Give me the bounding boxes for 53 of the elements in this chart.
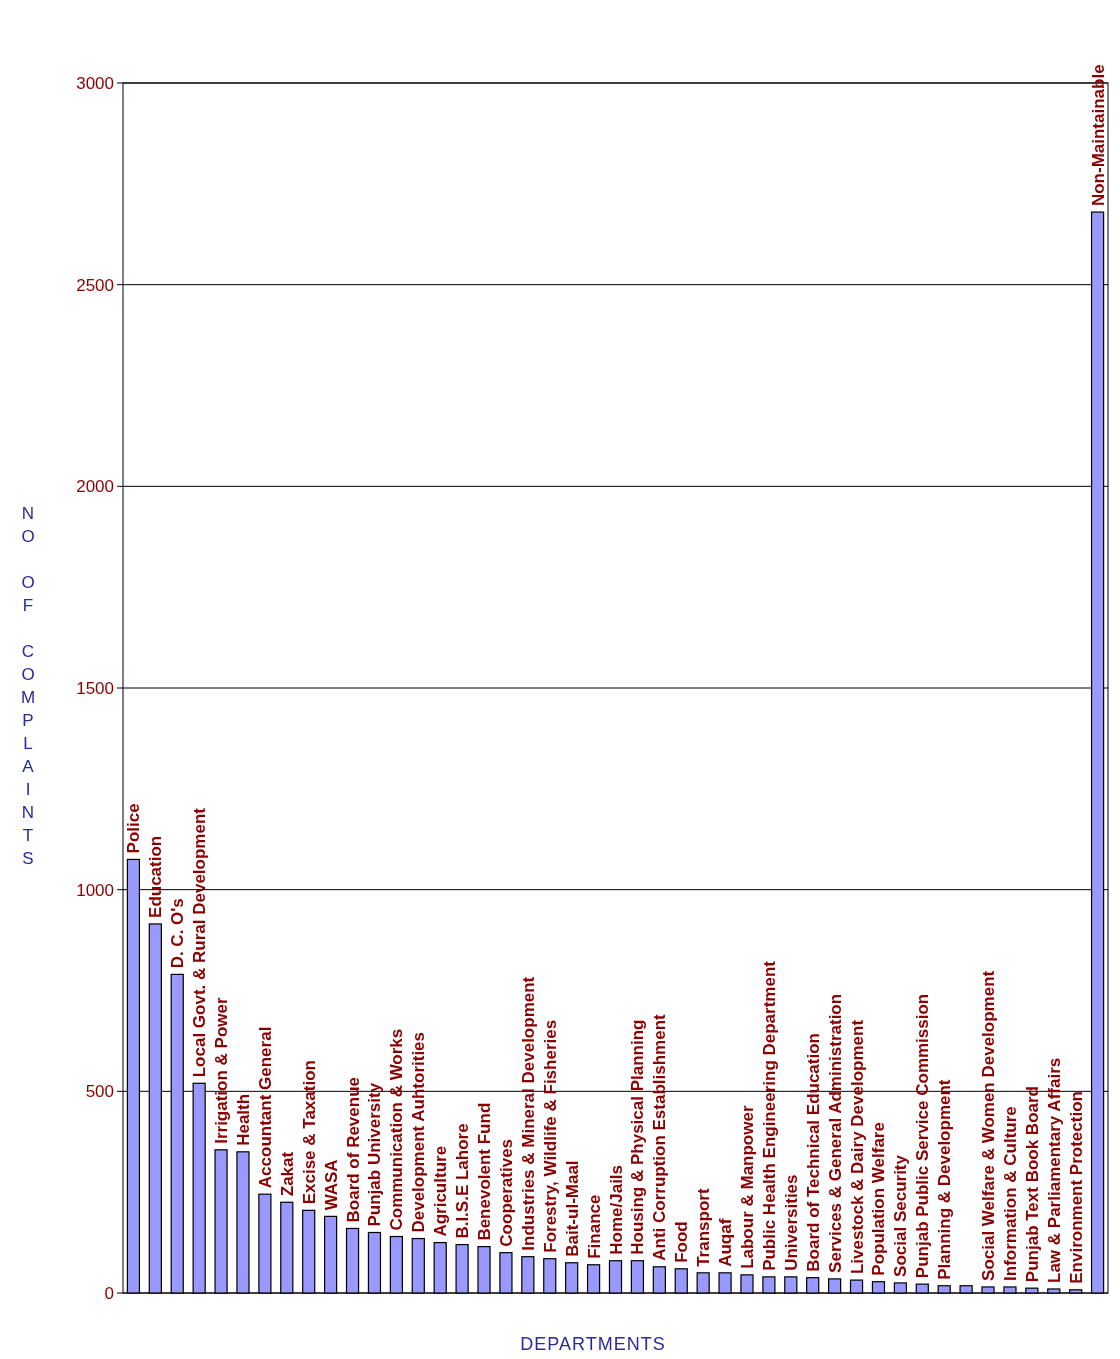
x-tick-label: Information & Culture bbox=[1000, 1106, 1020, 1281]
x-tick-label: Labour & Manpower bbox=[737, 1105, 757, 1269]
x-tick-label: Zakat bbox=[277, 1151, 297, 1197]
x-tick-label: Benevolent Fund bbox=[475, 1102, 495, 1241]
x-tick-label: Irrigation & Power bbox=[212, 997, 232, 1144]
y-axis-title: NO OF COMPLAINTS bbox=[18, 504, 38, 872]
x-tick-label: Law & Parliamentary Affairs bbox=[1044, 1057, 1064, 1283]
x-tick-label: Housing & Physical Planning bbox=[628, 1019, 648, 1255]
x-tick-label: Non-Maintainable bbox=[1088, 64, 1108, 207]
x-tick-label: Bait-ul-Maal bbox=[562, 1160, 582, 1257]
x-tick-label: Punjab Text Book Board bbox=[1022, 1086, 1042, 1283]
x-tick-label: Planning & Development bbox=[935, 1079, 955, 1280]
y-tick-label: 2000 bbox=[76, 477, 114, 497]
x-tick-label: Universities bbox=[781, 1174, 801, 1271]
x-tick-label: Social Security bbox=[891, 1154, 911, 1277]
x-tick-label: Anti Corruption Establishment bbox=[650, 1013, 670, 1261]
x-tick-label: Forestry, Wildlife & Fisheries bbox=[540, 1019, 560, 1253]
x-tick-label: Board of Revenue bbox=[343, 1076, 363, 1223]
x-tick-label: Industries & Mineral Development bbox=[518, 976, 538, 1251]
x-tick-label: Services & General Administration bbox=[825, 993, 845, 1273]
x-tick-label: WASA bbox=[321, 1159, 341, 1211]
x-tick-label: Communication & Works bbox=[387, 1028, 407, 1231]
x-tick-label: Livestock & Dairy Development bbox=[847, 1019, 867, 1275]
x-tick-label: Transport bbox=[694, 1188, 714, 1267]
x-tick-label: Police bbox=[124, 803, 144, 854]
x-tick-label: Food bbox=[672, 1221, 692, 1263]
y-tick-label: 2500 bbox=[76, 275, 114, 295]
x-tick-label: B.I.S.E Lahore bbox=[453, 1123, 473, 1239]
x-tick-label: Punjab Public Service Commission bbox=[913, 993, 933, 1279]
x-tick-label: Board of Technical Education bbox=[803, 1033, 823, 1272]
y-tick-label: 3000 bbox=[76, 73, 114, 93]
x-tick-label: Excise & Taxation bbox=[299, 1060, 319, 1205]
x-tick-label: Social Welfare & Women Development bbox=[979, 970, 999, 1281]
y-tick-label: 0 bbox=[104, 1283, 114, 1303]
x-axis-title: DEPARTMENTS bbox=[520, 1334, 666, 1354]
x-tick-label: Development Auhtorities bbox=[409, 1031, 429, 1233]
x-tick-label: Agriculture bbox=[431, 1145, 451, 1237]
x-tick-label: Environment Protection bbox=[1066, 1091, 1086, 1284]
x-tick-label: Home/Jails bbox=[606, 1164, 626, 1255]
x-tick-label: Finance bbox=[584, 1194, 604, 1259]
x-tick-label: Education bbox=[146, 835, 166, 918]
y-tick-label: 500 bbox=[85, 1082, 114, 1102]
x-tick-label: Health bbox=[233, 1093, 253, 1146]
y-tick-label: 1500 bbox=[76, 678, 114, 698]
x-tick-label: Auqaf bbox=[716, 1218, 736, 1267]
x-tick-label: Cooperatives bbox=[496, 1138, 516, 1247]
x-tick-label: Punjab University bbox=[365, 1082, 385, 1227]
x-tick-label: Population Welfare bbox=[869, 1122, 889, 1276]
y-tick-label: 1000 bbox=[76, 880, 114, 900]
x-tick-label: Local Govt. & Rural Development bbox=[190, 807, 210, 1078]
x-tick-label: Accountant General bbox=[255, 1026, 275, 1189]
x-tick-label: Public Health Engineering Department bbox=[759, 960, 779, 1271]
x-tick-label: D. C. O's bbox=[168, 898, 188, 969]
